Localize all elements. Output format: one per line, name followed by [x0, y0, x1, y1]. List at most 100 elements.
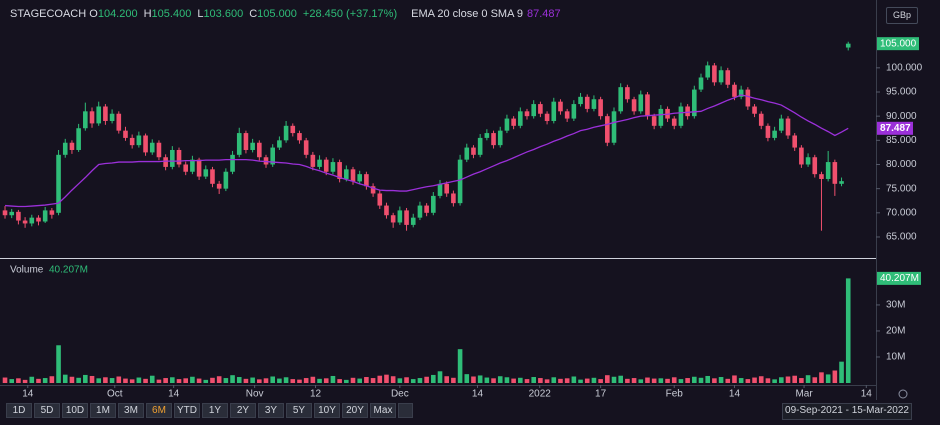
candle-body	[765, 125, 771, 138]
volume-bar	[410, 379, 416, 383]
volume-bar	[303, 378, 309, 383]
candle-body	[290, 125, 296, 134]
volume-bar	[290, 379, 296, 383]
range-button[interactable]: 6M	[146, 403, 172, 418]
volume-bar	[738, 378, 744, 383]
volume-bar	[758, 376, 764, 383]
range-button[interactable]: 1D	[6, 403, 32, 418]
volume-bar	[424, 376, 429, 383]
y-tick-label: 10M	[886, 352, 905, 363]
range-button[interactable]: 5Y	[286, 403, 312, 418]
volume-bar	[123, 378, 128, 383]
candle-body	[384, 205, 389, 216]
date-range[interactable]: 09-Sep-2021 - 15-Mar-2022	[782, 403, 912, 420]
volume-bar	[457, 349, 463, 383]
range-button[interactable]: 10Y	[314, 403, 340, 418]
candle-body	[605, 116, 610, 143]
volume-bar	[16, 378, 21, 383]
candle-body	[230, 154, 235, 172]
volume-bar	[437, 371, 443, 383]
volume-bar	[263, 378, 269, 383]
volume-bar	[377, 375, 383, 383]
field-value: 105.400	[151, 8, 192, 20]
volume-bar	[129, 379, 135, 383]
volume-bar	[223, 378, 229, 383]
legend-header: STAGECOACH O104.200 H105.400 L103.600 C105.…	[10, 8, 561, 20]
candle-body	[692, 89, 697, 117]
volume-bar	[390, 376, 396, 383]
candle-body	[42, 210, 48, 222]
volume-bar	[571, 376, 577, 383]
volume-bar	[504, 377, 510, 383]
range-button[interactable]: 5D	[34, 403, 60, 418]
candle-body	[825, 162, 831, 179]
candle-body	[83, 111, 88, 129]
last-price-label: 105.000	[880, 38, 917, 49]
volume-bar	[665, 378, 670, 383]
volume-bar	[477, 375, 483, 383]
candle-body	[477, 137, 483, 155]
settings-icon[interactable]	[898, 389, 908, 399]
currency-button[interactable]: GBp	[886, 7, 918, 24]
candle-body	[149, 142, 155, 153]
volume-bar	[69, 376, 75, 383]
volume-bar	[765, 378, 771, 383]
volume-bar	[136, 377, 142, 383]
volume-bar	[745, 379, 751, 383]
candle-body	[698, 77, 704, 90]
volume-bar	[317, 378, 322, 383]
candle-body	[471, 147, 476, 155]
range-button[interactable]: 3M	[118, 403, 144, 418]
range-button[interactable]: Max	[370, 403, 396, 418]
candle-body	[631, 99, 637, 112]
volume-bar	[671, 377, 677, 383]
volume-bar	[712, 378, 717, 383]
candle-body	[544, 113, 550, 121]
candle-body	[518, 111, 523, 126]
candle-body	[805, 157, 811, 165]
volume-bar	[76, 377, 81, 383]
candle-body	[779, 118, 784, 131]
candle-body	[484, 133, 490, 138]
range-button[interactable]: 1M	[90, 403, 116, 418]
range-button[interactable]: 20Y	[342, 403, 368, 418]
volume-bar	[725, 378, 731, 383]
candle-body	[163, 157, 168, 167]
volume-bar	[36, 378, 41, 383]
range-button[interactable]: YTD	[174, 403, 200, 418]
volume-bar	[598, 379, 603, 383]
candle-body	[196, 159, 202, 177]
volume-bar	[658, 378, 664, 383]
volume-bar	[805, 375, 811, 383]
candle-body	[9, 211, 15, 216]
volume-bar	[310, 376, 316, 383]
volume-bar	[511, 378, 516, 383]
volume-bar	[732, 375, 737, 383]
range-button[interactable]: 10D	[62, 403, 88, 418]
range-button[interactable]: 1Y	[202, 403, 228, 418]
candle-body	[792, 135, 797, 148]
settings-button[interactable]	[398, 403, 413, 418]
change: +28.450 (+37.17%)	[302, 8, 398, 20]
volume-bar	[591, 377, 597, 383]
candle-body	[49, 210, 55, 215]
volume-bar	[323, 378, 329, 383]
volume-bar	[772, 379, 777, 383]
volume-bar	[283, 377, 289, 383]
volume-bar	[404, 377, 409, 383]
candle-body	[444, 183, 450, 194]
candle-body	[772, 130, 777, 138]
last-volume-box	[877, 271, 921, 285]
range-button[interactable]: 3Y	[258, 403, 284, 418]
last-volume-label: 40.207M	[880, 273, 919, 284]
indicator-value: 87.487	[527, 8, 561, 20]
y-tick-label: 95.000	[886, 87, 917, 98]
candle-body	[223, 171, 229, 189]
candle-body	[718, 70, 724, 83]
candle-body	[210, 169, 215, 184]
range-button[interactable]: 2Y	[230, 403, 256, 418]
candle-body	[424, 205, 429, 213]
candle-body	[651, 116, 657, 126]
volume-bar	[491, 378, 496, 383]
volume-bar	[444, 376, 450, 383]
